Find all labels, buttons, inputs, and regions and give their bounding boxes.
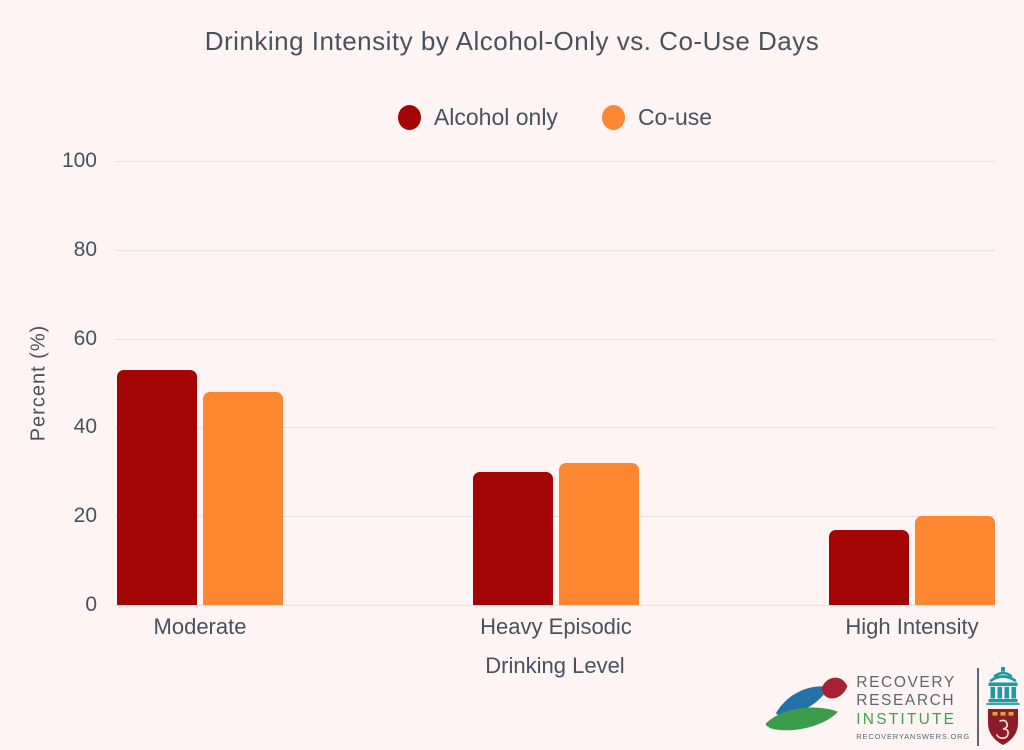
gridline-40 bbox=[115, 427, 995, 429]
shield-icon bbox=[988, 709, 1018, 745]
bar-co-use-moderate bbox=[203, 391, 283, 605]
rri-leaves-icon bbox=[765, 677, 848, 730]
x-tick-label-moderate: Moderate bbox=[153, 614, 247, 639]
y-tick-label-20: 20 bbox=[73, 504, 97, 528]
bar-co-use-heavy-episodic bbox=[559, 462, 639, 605]
legend-item-co-use: Co-use bbox=[601, 103, 713, 131]
y-tick-label-0: 0 bbox=[85, 593, 97, 616]
gridline-60 bbox=[115, 338, 995, 340]
rri-logo-text: RECOVERY RESEARCH INSTITUTE RECOVERYANSW… bbox=[856, 673, 970, 740]
logo-divider bbox=[977, 667, 979, 746]
rri-logo: RECOVERY RESEARCH INSTITUTE RECOVERYANSW… bbox=[761, 667, 1020, 746]
bar-co-use-high-intensity bbox=[915, 516, 995, 605]
gridline-100 bbox=[115, 161, 995, 162]
y-tick-label-60: 60 bbox=[73, 326, 97, 350]
logo-line-research: RESEARCH bbox=[856, 692, 956, 709]
bar-alcohol-only-heavy-episodic bbox=[473, 471, 553, 605]
logo-crest-icons bbox=[986, 667, 1020, 746]
bar-alcohol-only-high-intensity bbox=[829, 529, 909, 605]
gridline-80 bbox=[115, 249, 995, 251]
legend: Alcohol only Co-use bbox=[115, 101, 995, 133]
legend-label-alcohol-only: Alcohol only bbox=[433, 103, 558, 130]
x-tick-label-high-intensity: High Intensity bbox=[845, 614, 979, 639]
logo-line-institute: INSTITUTE bbox=[856, 710, 957, 728]
legend-marker-co-use bbox=[601, 104, 625, 130]
logo-url: RECOVERYANSWERS.ORG bbox=[856, 731, 970, 741]
x-tick-label-heavy-episodic: Heavy Episodic bbox=[480, 614, 632, 639]
legend-item-alcohol-only: Alcohol only bbox=[397, 103, 558, 131]
y-tick-label-80: 80 bbox=[73, 237, 97, 261]
y-tick-label-100: 100 bbox=[61, 149, 97, 172]
x-axis-title: Drinking Level bbox=[485, 653, 625, 678]
bar-alcohol-only-moderate bbox=[117, 369, 197, 605]
chart-title: Drinking Intensity by Alcohol-Only vs. C… bbox=[204, 26, 820, 56]
y-axis-title: Percent (%) bbox=[27, 324, 50, 442]
legend-marker-alcohol-only bbox=[397, 104, 421, 130]
building-icon bbox=[986, 667, 1020, 705]
gridline-0 bbox=[115, 605, 995, 606]
y-tick-label-40: 40 bbox=[73, 415, 97, 439]
legend-label-co-use: Co-use bbox=[637, 103, 713, 130]
gridline-20 bbox=[115, 516, 995, 518]
logo-line-recovery: RECOVERY bbox=[856, 673, 956, 691]
